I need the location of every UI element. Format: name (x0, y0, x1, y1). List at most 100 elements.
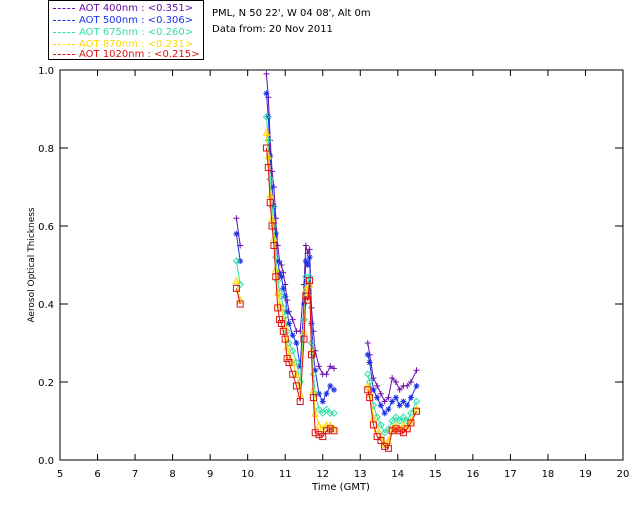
data-point (232, 284, 240, 292)
data-point (289, 316, 296, 323)
data-point (381, 442, 389, 450)
x-axis-label: Time (GMT) (311, 482, 370, 493)
data-point (377, 432, 385, 441)
data-point (306, 254, 313, 261)
data-point (273, 288, 282, 296)
series-2 (232, 113, 421, 437)
data-point (300, 335, 308, 343)
data-point (377, 402, 384, 409)
data-point (277, 320, 285, 327)
legend-label-870nm: AOT 870nm : <0.231> (79, 39, 194, 50)
data-point (285, 350, 293, 359)
data-point (274, 304, 282, 312)
data-point (315, 390, 322, 397)
data-point (318, 424, 327, 433)
data-point (392, 394, 399, 401)
data-point (366, 359, 373, 366)
data-point (264, 164, 272, 171)
x-tick-label: 9 (207, 469, 213, 480)
legend-entry-1020nm: AOT 1020nm : <0.215> (53, 49, 199, 61)
data-point (292, 370, 301, 378)
legend-entry-870nm: AOT 870nm : <0.231> (53, 39, 193, 51)
data-point (330, 424, 338, 433)
legend-line-675nm (53, 31, 75, 33)
data-point (407, 416, 415, 425)
data-point (327, 382, 334, 389)
data-point (306, 246, 313, 253)
data-point (289, 370, 297, 378)
data-point (288, 358, 297, 366)
x-tick-label: 12 (316, 469, 329, 480)
data-point (330, 365, 337, 372)
data-point (275, 299, 284, 308)
data-point (366, 394, 374, 402)
data-point (266, 175, 274, 183)
data-point (236, 300, 244, 308)
x-tick-label: 19 (579, 469, 592, 480)
plot-area (59, 69, 624, 461)
data-point (374, 382, 381, 389)
legend: AOT 400nm : <0.351> AOT 500nm : <0.306> … (48, 0, 204, 60)
data-point (388, 417, 396, 425)
data-point (270, 203, 277, 210)
legend-entry-400nm: AOT 400nm : <0.351> (53, 3, 193, 15)
data-point (319, 409, 327, 417)
data-point (232, 257, 241, 265)
data-point (407, 409, 415, 417)
data-point (292, 382, 300, 390)
x-tick-label: 5 (57, 469, 63, 480)
data-point (407, 394, 414, 401)
data-point (413, 407, 421, 415)
data-point (263, 70, 270, 77)
data-point (395, 417, 404, 425)
data-point (315, 405, 323, 414)
data-point (404, 402, 411, 409)
series-line (235, 233, 241, 262)
data-point (278, 262, 285, 268)
y-tick-label: 1.0 (38, 66, 54, 77)
data-point (377, 437, 385, 444)
data-point (392, 420, 400, 429)
data-point (412, 397, 421, 406)
data-point (268, 222, 276, 230)
data-point (274, 258, 281, 265)
data-point (311, 429, 319, 437)
data-point (262, 144, 270, 152)
data-point (278, 273, 285, 280)
x-tick-label: 17 (504, 469, 517, 480)
data-point (237, 258, 244, 265)
x-tick-label: 14 (391, 469, 404, 480)
x-tick-label: 18 (542, 469, 555, 480)
legend-line-500nm (53, 19, 75, 21)
legend-label-1020nm: AOT 1020nm : <0.215> (79, 49, 200, 60)
data-point (403, 425, 411, 433)
data-point (309, 394, 317, 402)
legend-line-870nm (53, 43, 75, 45)
series-line (265, 116, 334, 414)
data-point (305, 272, 314, 281)
data-point (277, 303, 286, 312)
data-point (300, 301, 307, 307)
chart-title: PML, N 50 22', W 04 08', Alt 0m Data fro… (212, 6, 371, 38)
x-tick-label: 6 (94, 469, 100, 480)
y-tick-label: 0.2 (38, 378, 54, 389)
data-point (322, 405, 331, 414)
data-point (400, 398, 407, 405)
series-line (265, 73, 335, 375)
data-point (270, 242, 278, 249)
data-point (293, 340, 300, 346)
data-point (281, 335, 289, 343)
data-point (384, 444, 392, 452)
data-point (323, 390, 330, 397)
data-point (288, 347, 297, 355)
y-tick-label: 0.6 (38, 222, 54, 233)
data-point (233, 230, 240, 237)
data-point (395, 424, 404, 433)
data-point (389, 398, 396, 405)
data-point (385, 394, 392, 401)
x-tick-label: 8 (169, 469, 175, 480)
data-point (279, 315, 288, 324)
legend-label-400nm: AOT 400nm : <0.351> (79, 3, 194, 14)
y-tick-label: 0.4 (38, 300, 54, 311)
data-point (285, 320, 292, 327)
